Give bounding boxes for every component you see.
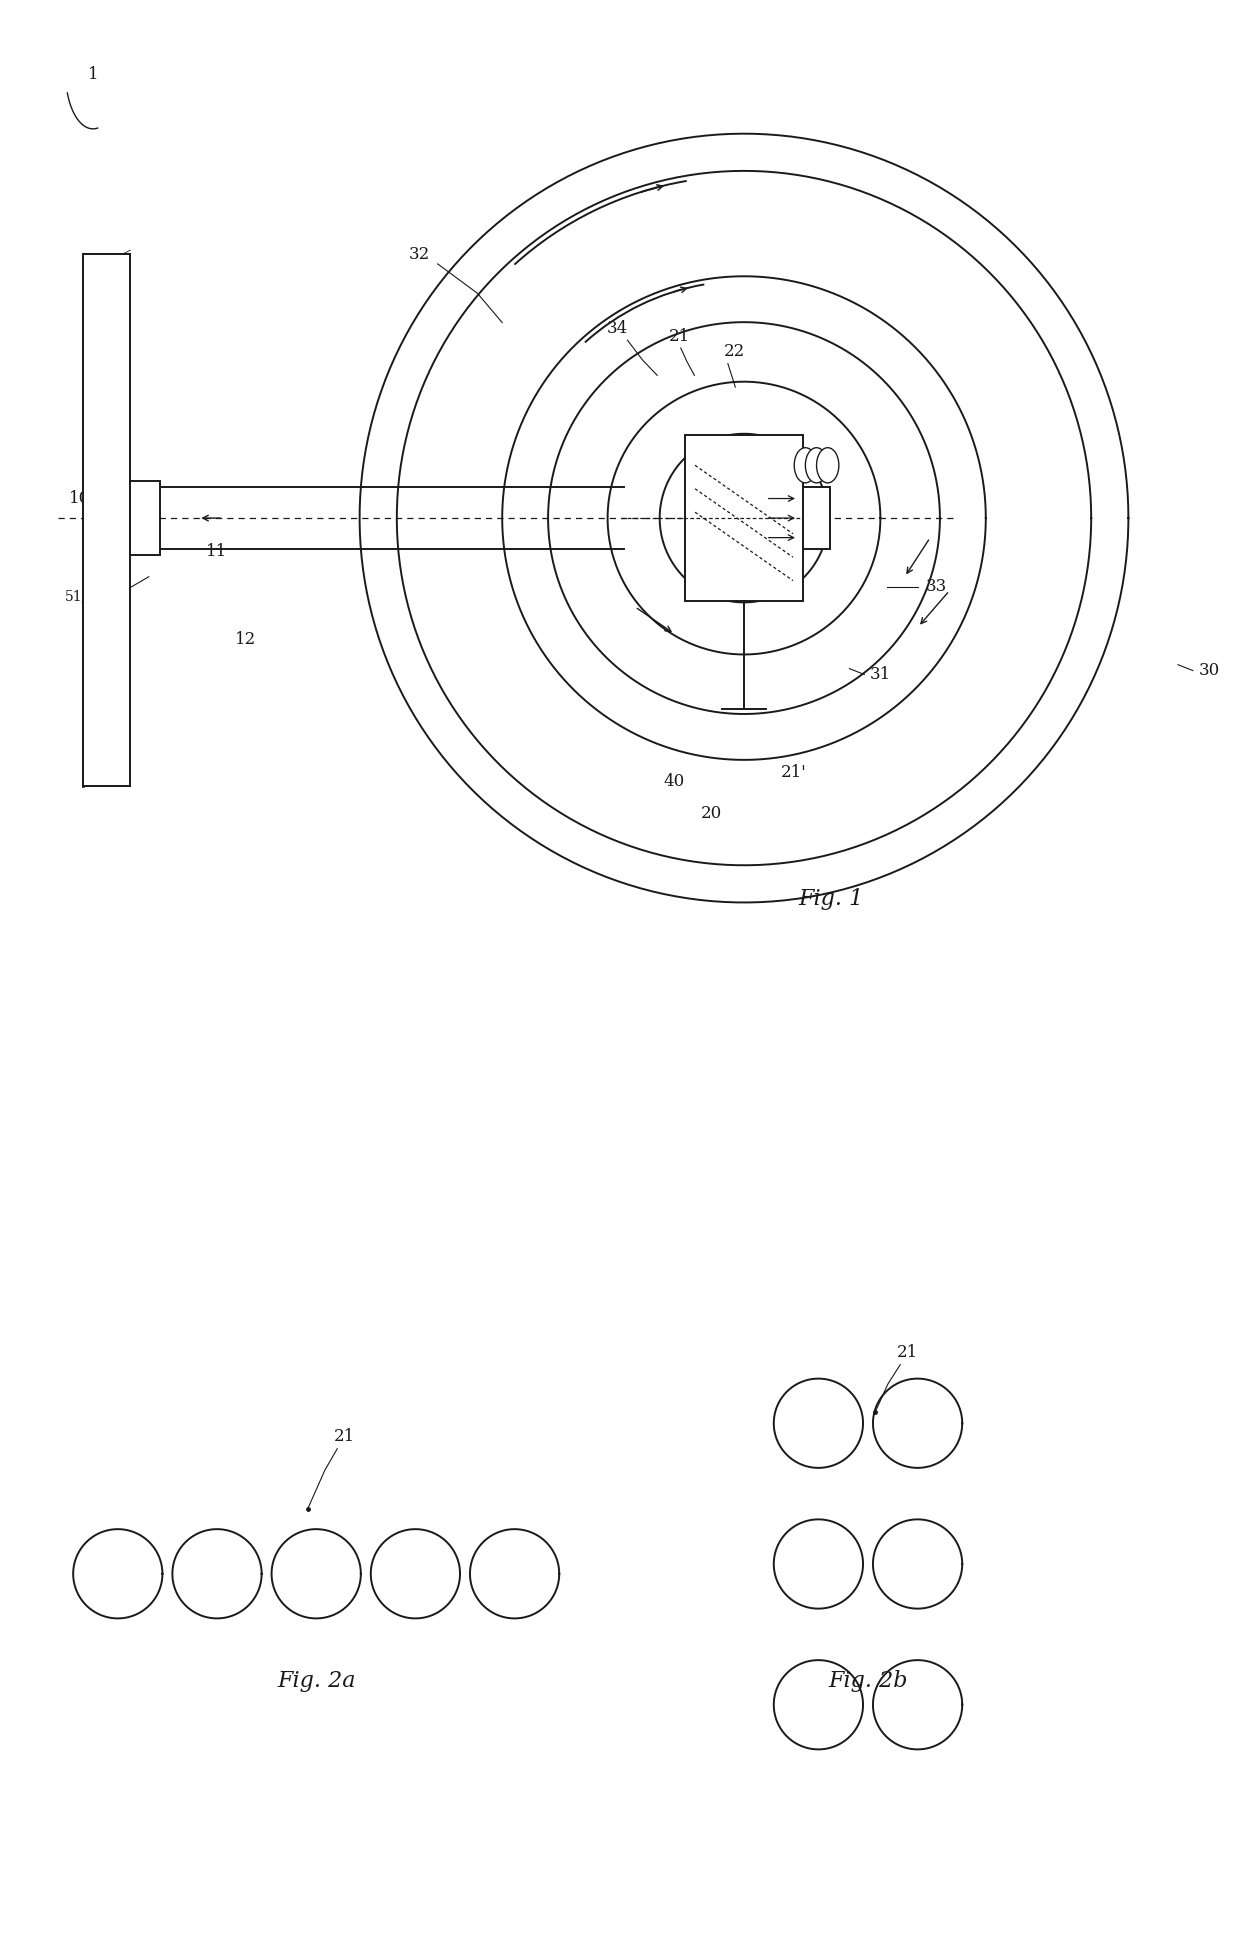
Text: 34: 34 [606, 321, 629, 336]
Text: 51/52: 51/52 [64, 588, 104, 604]
Text: 21': 21' [781, 764, 806, 780]
Text: 40: 40 [663, 774, 686, 790]
Text: 31: 31 [869, 667, 892, 682]
Circle shape [816, 448, 838, 483]
Bar [684, 436, 804, 602]
Bar [804, 487, 831, 549]
Text: 20: 20 [701, 805, 723, 821]
Text: 21: 21 [334, 1429, 356, 1445]
Text: 32: 32 [408, 246, 430, 262]
Circle shape [795, 448, 816, 483]
Text: 30: 30 [1198, 663, 1220, 678]
Text: Fig. 2b: Fig. 2b [828, 1670, 908, 1693]
Text: 22: 22 [723, 344, 745, 360]
Text: 1: 1 [88, 66, 98, 82]
Text: 21: 21 [668, 328, 691, 344]
Text: 33: 33 [925, 579, 947, 594]
Text: 10: 10 [68, 491, 91, 506]
Bar [130, 481, 160, 555]
Text: 21: 21 [897, 1345, 919, 1361]
Text: 11: 11 [206, 543, 228, 559]
Bar [83, 254, 130, 786]
Text: 12: 12 [234, 631, 257, 647]
Text: Fig. 2a: Fig. 2a [277, 1670, 356, 1693]
Text: Fig. 1: Fig. 1 [799, 888, 863, 911]
Circle shape [806, 448, 828, 483]
